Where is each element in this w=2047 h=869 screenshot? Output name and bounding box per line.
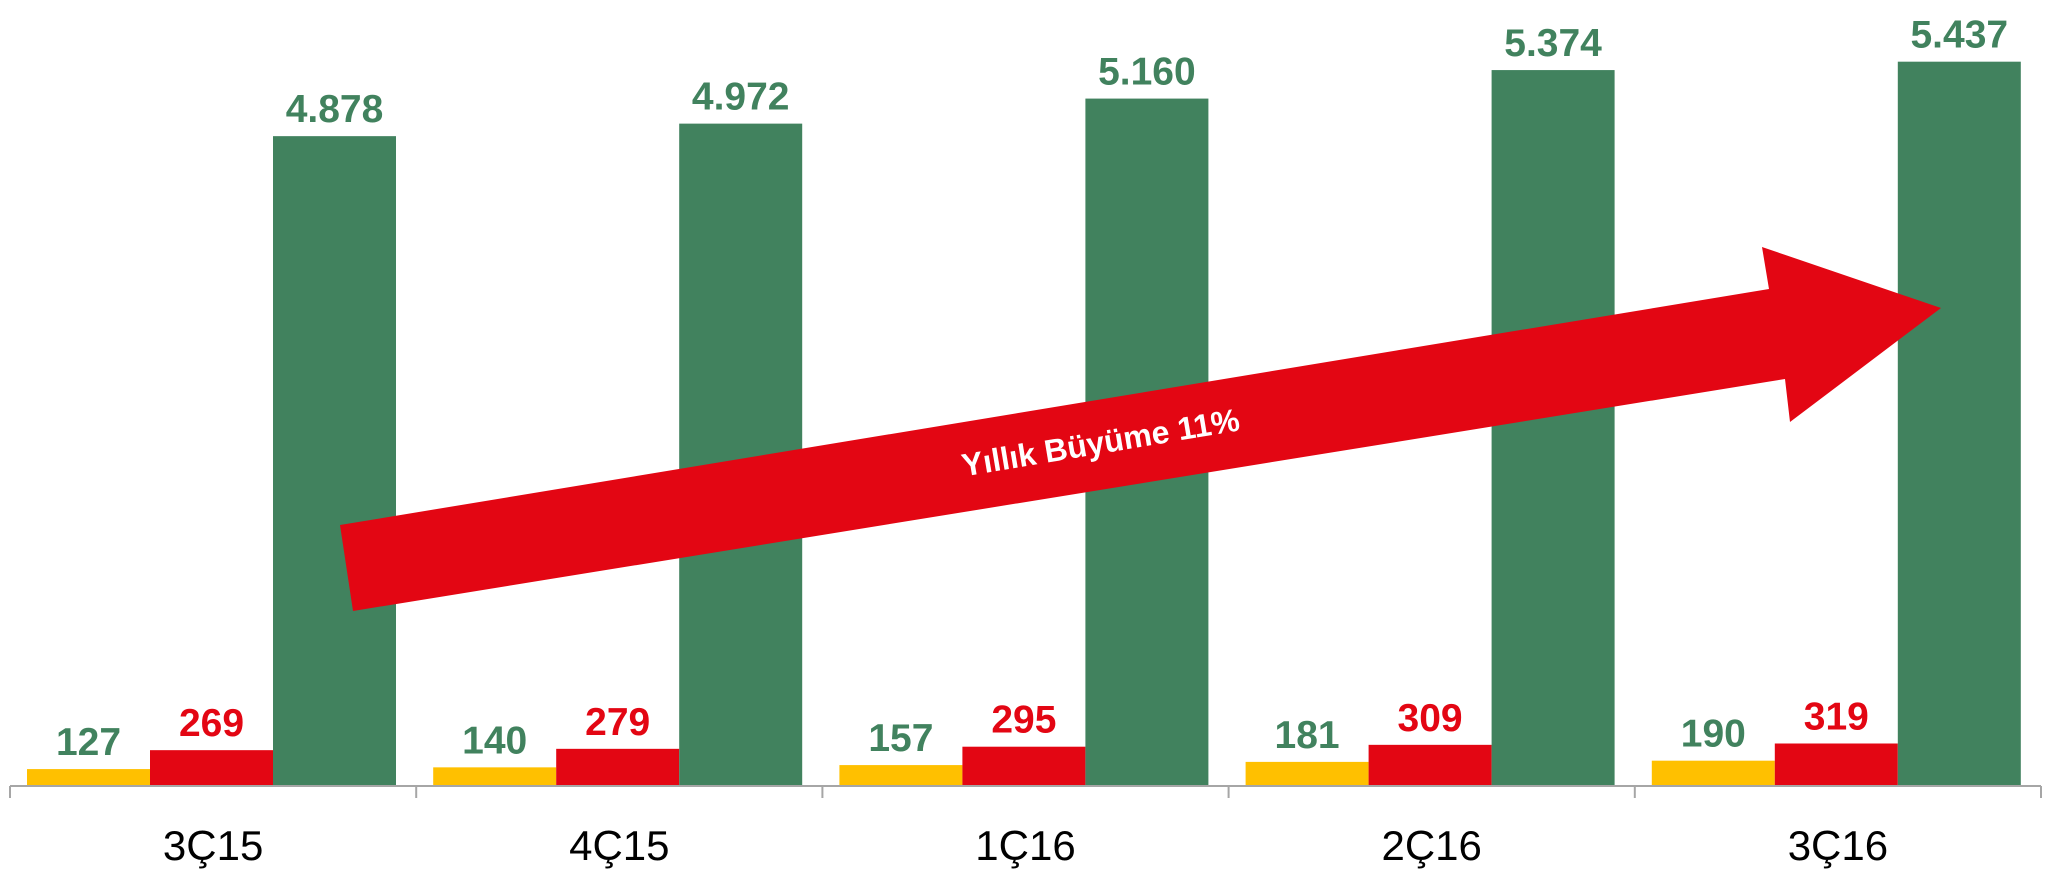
bar — [1897, 61, 2021, 786]
data-label: 319 — [1804, 696, 1869, 739]
x-tick-label: 1Ç16 — [975, 822, 1075, 869]
bar — [962, 746, 1086, 786]
data-label: 295 — [991, 699, 1056, 742]
bar — [273, 136, 396, 786]
bar — [1245, 761, 1369, 786]
data-label: 309 — [1398, 697, 1463, 740]
bar — [150, 750, 273, 786]
data-label: 5.374 — [1504, 22, 1602, 65]
bar — [839, 765, 963, 786]
data-label: 269 — [179, 702, 244, 745]
bar — [433, 767, 557, 786]
bar — [27, 769, 150, 786]
data-label: 157 — [868, 717, 933, 760]
x-tick-label: 3Ç16 — [1788, 822, 1888, 869]
x-tick-label: 4Ç15 — [569, 822, 669, 869]
bar — [1491, 70, 1615, 786]
bar — [1774, 743, 1898, 786]
growth-arrow: Yıllık Büyüme 11% — [340, 247, 1941, 611]
x-tick-label: 2Ç16 — [1381, 822, 1481, 869]
arrow-shape — [340, 247, 1941, 611]
data-label: 4.878 — [286, 88, 384, 131]
data-label: 279 — [585, 701, 650, 744]
x-tick-label: 3Ç15 — [163, 822, 263, 869]
data-label: 181 — [1275, 714, 1340, 757]
data-label: 4.972 — [692, 76, 790, 119]
data-label: 127 — [56, 721, 121, 764]
data-label: 5.437 — [1910, 14, 2008, 57]
data-label: 140 — [462, 719, 527, 762]
data-label: 190 — [1681, 713, 1746, 756]
bar — [1651, 760, 1775, 786]
bar — [1368, 744, 1492, 786]
bar — [556, 748, 680, 786]
data-label: 5.160 — [1098, 51, 1196, 94]
